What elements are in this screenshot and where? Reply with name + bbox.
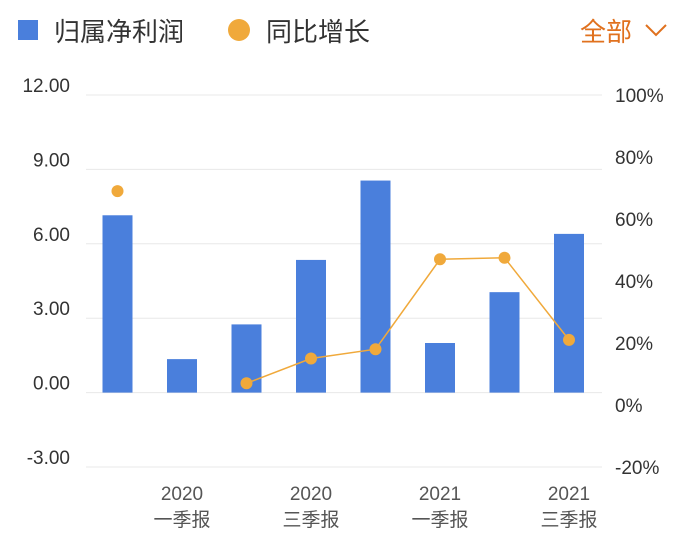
y2-axis-tick-label: -20% <box>615 458 659 479</box>
legend-item-net-profit: 归属净利润 <box>18 12 184 49</box>
legend-label-yoy-growth: 同比增长 <box>266 16 371 47</box>
x-axis-tick-label-year: 2020 <box>161 484 203 505</box>
y-axis-tick-label: 3.00 <box>33 299 70 320</box>
chevron-down-icon <box>645 24 667 37</box>
legend: 归属净利润 同比增长 <box>18 10 414 50</box>
y2-axis-tick-label: 0% <box>615 396 643 417</box>
x-axis-tick-label-quarter: 三季报 <box>282 509 339 531</box>
growth-line <box>246 256 570 385</box>
x-axis-tick-label-year: 2020 <box>290 484 332 505</box>
bar <box>102 215 133 393</box>
bar <box>425 343 455 393</box>
y2-axis-tick-label: 20% <box>615 334 653 355</box>
bar <box>296 259 326 393</box>
y2-axis-tick-label: 80% <box>615 148 653 169</box>
growth-point <box>305 352 317 365</box>
bar-swatch-icon <box>18 20 38 40</box>
y2-axis-tick-label: 100% <box>615 86 664 107</box>
period-filter-dropdown[interactable]: 全部 <box>580 10 668 50</box>
growth-point <box>498 251 511 264</box>
x-axis-tick-label-quarter: 一季报 <box>411 509 468 531</box>
y-axis-tick-label: -3.00 <box>27 448 70 469</box>
legend-label-net-profit: 归属净利润 <box>54 16 185 47</box>
y-axis-tick-label: 12.00 <box>22 76 70 97</box>
x-axis-tick-label-quarter: 一季报 <box>153 509 210 531</box>
growth-point <box>240 377 253 390</box>
growth-point <box>434 253 446 266</box>
bar <box>554 233 584 393</box>
period-filter-label: 全部 <box>579 16 632 47</box>
growth-point <box>369 343 382 356</box>
bar <box>360 180 391 393</box>
y2-axis-tick-label: 60% <box>615 210 653 231</box>
bar <box>489 292 520 393</box>
growth-point <box>111 185 124 198</box>
y-axis-tick-label: 6.00 <box>33 225 70 246</box>
bar <box>167 359 197 393</box>
y-axis-tick-label: 0.00 <box>33 374 70 395</box>
x-axis-tick-label-year: 2021 <box>548 484 590 505</box>
dot-swatch-icon <box>228 19 251 41</box>
y2-axis-tick-label: 40% <box>615 272 653 293</box>
x-axis-tick-label-quarter: 三季报 <box>540 509 597 531</box>
legend-item-yoy-growth: 同比增长 <box>228 12 370 49</box>
y-axis-tick-label: 9.00 <box>33 150 70 171</box>
x-axis-tick-label-year: 2021 <box>419 484 461 505</box>
growth-point <box>563 333 575 346</box>
